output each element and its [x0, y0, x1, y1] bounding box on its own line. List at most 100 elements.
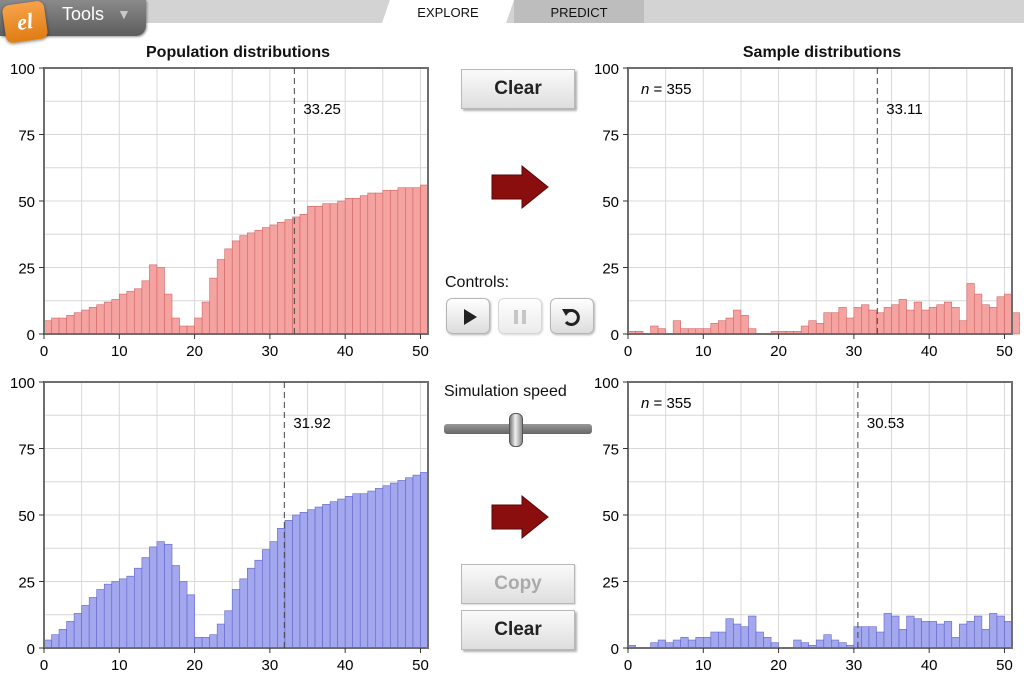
histogram-bar: [397, 187, 406, 335]
play-button[interactable]: [446, 298, 490, 334]
histogram-bar: [314, 506, 323, 649]
histogram-bar: [299, 512, 308, 649]
histogram-bar: [284, 219, 293, 335]
histogram-bar: [861, 626, 870, 649]
x-tick-label: 30: [846, 343, 863, 360]
histogram-bar: [367, 192, 376, 335]
y-tick-label: 50: [602, 508, 619, 525]
simulation-speed-label: Simulation speed: [444, 383, 567, 400]
play-icon: [464, 309, 477, 325]
histogram-bar: [352, 198, 361, 335]
reset-button[interactable]: [550, 298, 594, 334]
histogram-bar: [246, 232, 256, 335]
histogram-bar: [405, 187, 414, 335]
tools-label: Tools: [62, 4, 105, 24]
histogram-bar: [921, 621, 930, 649]
histogram-bar: [815, 639, 825, 649]
histogram-bar: [861, 304, 870, 335]
histogram-bar: [314, 206, 323, 335]
histogram-bar: [344, 198, 354, 335]
y-tick-label: 0: [611, 641, 619, 658]
x-tick-label: 0: [624, 343, 632, 360]
histogram-bar: [913, 618, 922, 649]
histogram-bar: [808, 320, 817, 335]
x-tick-label: 50: [412, 657, 429, 674]
x-tick-label: 0: [624, 657, 632, 674]
histogram-bar: [164, 543, 173, 649]
histogram-bar: [996, 615, 1005, 649]
y-tick-label: 75: [18, 128, 35, 145]
clear-bottom-button[interactable]: Clear: [461, 610, 575, 650]
histogram-bar: [951, 637, 960, 649]
histogram-bar: [650, 325, 659, 335]
histogram-bar: [936, 304, 945, 335]
histogram-bar: [989, 307, 998, 335]
histogram-bar: [209, 634, 218, 649]
histogram-bar: [943, 301, 953, 335]
x-tick-label: 20: [770, 343, 787, 360]
histogram-bar: [171, 565, 180, 649]
histogram-bar: [96, 589, 105, 649]
histogram-bar: [913, 301, 922, 335]
histogram-bar: [943, 621, 953, 649]
histogram-bar: [194, 637, 203, 649]
histogram-bar: [891, 615, 900, 649]
histogram-bar: [800, 325, 810, 335]
histogram-bar: [73, 613, 82, 649]
histogram-bar: [352, 493, 361, 649]
x-tick-label: 20: [186, 343, 203, 360]
x-tick-label: 0: [40, 657, 48, 674]
histogram-bar: [239, 235, 248, 335]
reset-icon: [562, 309, 580, 326]
histogram-bar: [695, 637, 704, 649]
histogram-bar: [88, 307, 98, 335]
histogram-bar: [337, 200, 346, 335]
histogram-bar: [58, 317, 67, 335]
tab-predict[interactable]: PREDICT: [514, 0, 644, 23]
mean-label: 30.53: [867, 415, 905, 432]
clear-top-button[interactable]: Clear: [461, 69, 575, 109]
histogram-bar: [269, 541, 278, 649]
histogram-bar: [1004, 293, 1013, 335]
population-histogram-bottom[interactable]: 0 10 20 30 40 50 0 25 50 75 100 31.92: [0, 374, 440, 684]
histogram-bar: [58, 629, 67, 649]
histogram-bar: [216, 623, 226, 649]
histogram-bar: [989, 613, 998, 649]
histogram-bar: [853, 307, 862, 335]
y-tick-label: 25: [602, 575, 619, 592]
histogram-bar: [390, 190, 399, 335]
histogram-bar: [322, 504, 331, 649]
histogram-bar: [420, 472, 429, 649]
population-histogram-top[interactable]: 0 10 20 30 40 50 0 25 50 75 100 33.25: [0, 60, 440, 370]
tools-menu[interactable]: el Tools ▼: [0, 0, 146, 44]
copy-button[interactable]: Copy: [461, 564, 575, 604]
histogram-bar: [374, 488, 384, 649]
histogram-bar: [277, 221, 286, 335]
histogram-bar: [43, 320, 52, 335]
y-tick-label: 100: [10, 375, 35, 392]
histogram-bar: [981, 304, 990, 335]
slider-thumb[interactable]: [509, 413, 523, 447]
y-tick-label: 25: [602, 261, 619, 278]
histogram-bar: [134, 288, 143, 335]
x-tick-label: 10: [695, 657, 712, 674]
histogram-bar: [299, 214, 308, 335]
histogram-bar: [66, 315, 75, 335]
y-tick-label: 0: [27, 641, 35, 658]
histogram-bar: [194, 317, 203, 335]
histogram-bar: [307, 509, 316, 649]
histogram-bar: [239, 578, 248, 649]
x-tick-label: 50: [996, 343, 1013, 360]
histogram-bar: [118, 293, 128, 335]
histogram-bar: [269, 224, 278, 335]
histogram-bar: [337, 498, 346, 649]
histogram-bar: [755, 631, 764, 649]
histogram-bar: [126, 575, 135, 649]
histogram-bar: [254, 229, 263, 335]
histogram-bar: [81, 309, 90, 335]
tab-explore[interactable]: EXPLORE: [382, 0, 514, 23]
histogram-bar: [134, 567, 143, 649]
histogram-bar: [928, 307, 938, 335]
histogram-bar: [292, 514, 301, 649]
pause-button[interactable]: [498, 298, 542, 334]
